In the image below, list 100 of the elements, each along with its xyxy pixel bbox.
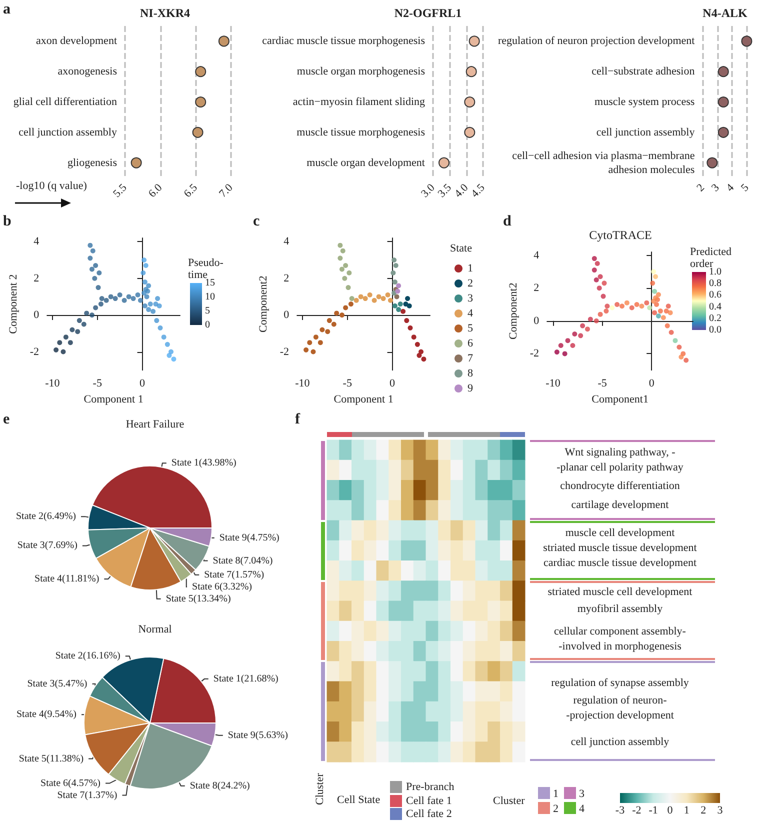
x-tick-label: -10: [295, 378, 310, 390]
point: [614, 302, 620, 307]
x-tick-label: -10: [45, 378, 60, 390]
point: [403, 302, 408, 307]
chart-title: Heart Failure: [126, 418, 184, 430]
point: [414, 342, 420, 347]
y-tick-label: muscle organ morphogenesis: [296, 66, 425, 78]
point: [411, 334, 416, 340]
y-tick-label: -2: [280, 346, 290, 358]
point: [650, 280, 656, 286]
legend-label: 1: [468, 262, 473, 274]
point: [195, 96, 206, 108]
y-axis-title: Cluster: [314, 772, 326, 805]
point: [554, 350, 560, 355]
color-bar-label: 0.8: [709, 278, 722, 290]
point: [81, 322, 86, 327]
point: [89, 266, 94, 272]
y-tick-label: 0: [34, 309, 40, 322]
x-tick-label: 0: [390, 378, 396, 390]
y-tick-label: glial cell differentiation: [13, 96, 118, 108]
text: Cell fate 2: [406, 808, 452, 820]
x-tick-label: -5: [342, 378, 352, 390]
point: [393, 263, 398, 268]
y-tick-label: axon development: [36, 35, 117, 48]
point: [610, 305, 615, 310]
text: striated muscle cell development: [548, 586, 692, 598]
text: 4: [579, 803, 585, 815]
point: [142, 280, 148, 285]
point: [140, 270, 146, 276]
point: [339, 312, 344, 318]
point: [396, 283, 402, 288]
slice-label: State 7(1.37%): [57, 790, 118, 801]
point: [392, 280, 398, 285]
y-tick-label: 2: [284, 272, 290, 284]
chart-title: CytoTRACE: [589, 228, 652, 242]
y-tick-label: muscle system process: [594, 96, 695, 108]
color-bar-label: 0.6: [709, 290, 722, 301]
point: [672, 338, 678, 344]
point: [584, 326, 590, 332]
point: [218, 36, 230, 47]
point: [652, 310, 658, 316]
point: [400, 308, 406, 314]
point: [89, 312, 94, 318]
point: [57, 340, 62, 346]
text: 1: [553, 788, 558, 800]
point: [104, 298, 109, 303]
legend-title: State: [450, 242, 472, 254]
slice-label: State 2(6.49%): [16, 511, 76, 522]
text: f: [295, 412, 301, 428]
text: cellular component assembly- -involved in morphogenesis: [554, 626, 686, 652]
point: [96, 270, 102, 276]
slice-label: State 4(11.81%): [34, 574, 100, 585]
color-bar-label: 0.4: [709, 301, 722, 312]
color-bar-label: 0.0: [709, 324, 722, 336]
point: [664, 323, 670, 328]
point: [604, 304, 610, 309]
point: [570, 342, 576, 348]
point: [629, 305, 634, 310]
y-tick-label: 2: [534, 282, 540, 294]
text: 3: [579, 788, 585, 800]
text: Cluster: [493, 795, 526, 807]
point: [346, 270, 352, 276]
point: [148, 302, 153, 307]
x-tick-label: 5.5: [111, 181, 130, 200]
point: [651, 269, 656, 274]
point: [339, 266, 344, 272]
y-axis-title: Component2: [258, 276, 270, 332]
text: muscle cell development: [565, 527, 675, 539]
point: [75, 329, 80, 334]
point: [192, 126, 204, 138]
point: [93, 305, 98, 310]
point: [658, 308, 663, 314]
legend-label: 7: [468, 352, 474, 364]
point: [580, 323, 586, 328]
x-tick-label: 3.0: [419, 181, 438, 200]
chart-title: N2-OGFRL1: [394, 6, 462, 20]
point: [326, 318, 332, 324]
color-bar-label: 0.2: [709, 312, 722, 324]
text: Pre-branch: [406, 781, 455, 793]
point: [376, 294, 382, 300]
point: [592, 256, 597, 262]
point: [380, 296, 386, 302]
text: chondrocyte differentiation: [560, 480, 680, 492]
slice-label: State 5(11.38%): [18, 753, 84, 764]
point: [656, 313, 661, 318]
x-axis-title: -log10 (q value): [16, 180, 88, 192]
slice-label: State 5(13.34%): [166, 593, 231, 604]
point: [600, 294, 606, 299]
y-tick-label: cell−substrate adhesion: [592, 66, 696, 78]
point: [313, 334, 318, 340]
point: [76, 318, 82, 324]
point: [117, 292, 122, 298]
point: [340, 248, 346, 254]
color-bar-label: 1.0: [709, 266, 722, 278]
point: [158, 325, 163, 330]
chart-title: Normal: [138, 624, 172, 636]
point: [594, 277, 599, 282]
text: striated muscle tissue development: [543, 542, 697, 554]
slice-label: State 2(16.16%): [55, 650, 120, 662]
point: [588, 316, 593, 322]
